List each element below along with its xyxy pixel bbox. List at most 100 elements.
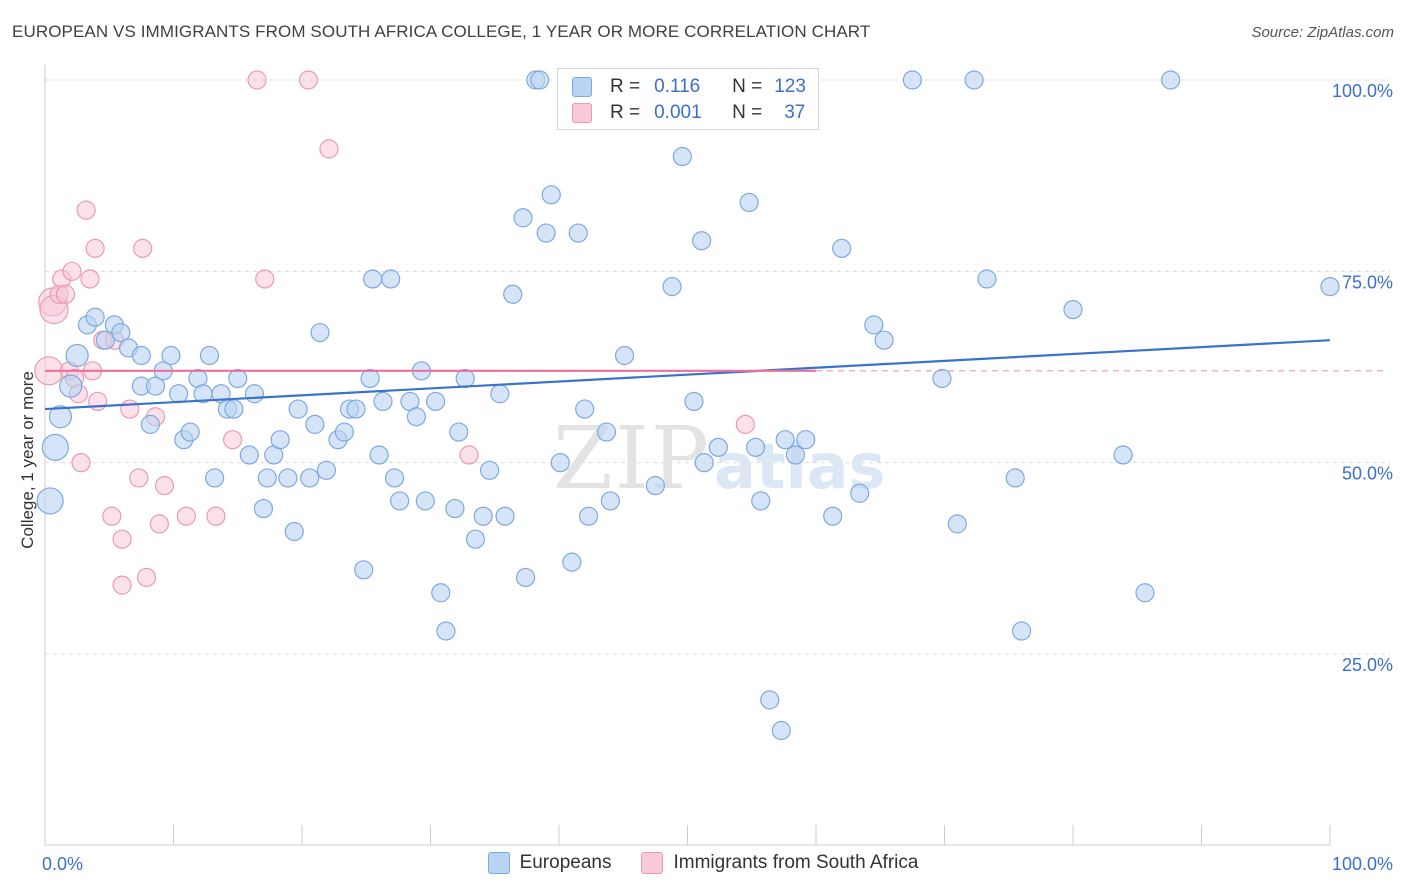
grid-lines bbox=[45, 79, 1390, 655]
source-credit: Source: ZipAtlas.com bbox=[1251, 24, 1394, 41]
point-south-africa bbox=[149, 514, 169, 534]
legend-item-europeans[interactable]: Europeans bbox=[487, 852, 612, 874]
point-europeans bbox=[760, 690, 780, 710]
point-europeans bbox=[823, 506, 843, 526]
point-europeans bbox=[257, 468, 277, 488]
point-south-africa bbox=[255, 269, 275, 289]
point-south-africa bbox=[459, 445, 479, 465]
point-europeans bbox=[536, 223, 556, 243]
point-europeans bbox=[426, 391, 446, 412]
tick-labels: 25.0% 50.0% 75.0% 100.0% 0.0% 100.0% bbox=[42, 81, 1393, 874]
x-tick-label: 100.0% bbox=[1332, 854, 1393, 874]
point-europeans bbox=[796, 430, 816, 450]
point-europeans bbox=[785, 445, 806, 465]
point-europeans bbox=[771, 720, 791, 741]
point-europeans bbox=[288, 399, 308, 419]
y-tick-label: 75.0% bbox=[1342, 272, 1393, 292]
point-south-africa bbox=[176, 506, 196, 526]
point-south-africa bbox=[206, 506, 226, 526]
point-europeans bbox=[902, 70, 922, 90]
point-europeans bbox=[415, 491, 435, 511]
point-europeans bbox=[600, 491, 621, 511]
point-europeans bbox=[672, 146, 692, 167]
point-europeans bbox=[445, 498, 465, 519]
point-europeans bbox=[1135, 583, 1155, 603]
legend-item-south-africa[interactable]: Immigrants from South Africa bbox=[641, 852, 918, 874]
point-europeans bbox=[346, 399, 366, 419]
point-europeans bbox=[455, 368, 475, 389]
point-south-africa bbox=[247, 70, 267, 90]
point-europeans bbox=[694, 453, 714, 473]
point-europeans bbox=[708, 437, 728, 457]
point-europeans bbox=[253, 498, 274, 519]
point-europeans bbox=[465, 529, 486, 549]
europeans-swatch bbox=[572, 77, 592, 97]
point-europeans bbox=[614, 345, 635, 366]
legend: Europeans Immigrants from South Africa bbox=[0, 852, 1406, 874]
point-europeans bbox=[645, 476, 665, 496]
point-europeans bbox=[530, 70, 550, 90]
point-europeans bbox=[850, 483, 870, 503]
point-europeans bbox=[300, 468, 320, 488]
point-south-africa bbox=[112, 575, 132, 595]
point-europeans bbox=[373, 391, 393, 412]
point-europeans bbox=[244, 384, 265, 404]
point-europeans bbox=[1320, 277, 1340, 297]
stats-box: R = 0.116 N = 123 R = 0.001 N = 37 bbox=[557, 68, 819, 130]
n-label: N = bbox=[732, 76, 763, 97]
point-south-africa bbox=[80, 269, 100, 289]
europeans-r: 0.116 bbox=[654, 76, 701, 97]
point-europeans bbox=[977, 269, 997, 289]
point-europeans bbox=[131, 345, 151, 366]
point-europeans bbox=[169, 384, 189, 404]
south-africa-points bbox=[34, 70, 755, 595]
point-europeans bbox=[406, 407, 426, 427]
point-europeans bbox=[739, 192, 759, 213]
point-europeans bbox=[360, 368, 380, 389]
legend-label-europeans: Europeans bbox=[519, 852, 612, 873]
point-europeans bbox=[947, 514, 967, 534]
point-europeans bbox=[431, 583, 451, 603]
point-europeans bbox=[473, 506, 493, 526]
south-africa-swatch bbox=[572, 103, 592, 123]
y-tick-label: 100.0% bbox=[1332, 81, 1393, 101]
point-south-africa bbox=[102, 506, 122, 526]
point-europeans bbox=[562, 552, 582, 572]
point-europeans bbox=[1011, 621, 1032, 641]
point-south-africa bbox=[62, 261, 82, 281]
point-south-africa bbox=[85, 238, 105, 258]
trend-lines bbox=[44, 339, 1385, 411]
y-tick-label: 50.0% bbox=[1342, 464, 1393, 484]
stats-row-south-africa: R = 0.001 N = 37 bbox=[572, 100, 805, 126]
point-europeans bbox=[363, 269, 383, 289]
point-south-africa bbox=[133, 238, 153, 258]
point-europeans bbox=[239, 445, 259, 465]
point-europeans bbox=[85, 307, 105, 327]
south-africa-r: 0.001 bbox=[654, 102, 702, 123]
point-europeans bbox=[515, 567, 536, 588]
point-europeans bbox=[95, 330, 115, 350]
point-south-africa bbox=[55, 284, 76, 304]
point-south-africa bbox=[129, 468, 149, 488]
point-europeans bbox=[490, 384, 510, 404]
axis-ticks bbox=[44, 825, 1331, 845]
point-europeans bbox=[278, 468, 298, 488]
point-europeans bbox=[662, 277, 682, 297]
south-africa-n: 37 bbox=[784, 102, 806, 123]
point-europeans bbox=[140, 414, 160, 434]
point-south-africa bbox=[319, 139, 339, 159]
point-south-africa bbox=[71, 453, 91, 473]
point-europeans bbox=[284, 521, 304, 542]
point-south-africa bbox=[88, 391, 108, 412]
point-south-africa bbox=[136, 567, 157, 588]
point-europeans bbox=[36, 487, 64, 515]
trend-line-europeans bbox=[44, 339, 1331, 411]
point-europeans bbox=[384, 468, 405, 488]
point-europeans bbox=[596, 422, 617, 442]
point-europeans bbox=[513, 208, 533, 228]
legend-swatch-europeans bbox=[487, 852, 510, 874]
point-europeans bbox=[390, 491, 410, 511]
point-europeans bbox=[270, 430, 290, 450]
point-europeans bbox=[568, 223, 588, 243]
